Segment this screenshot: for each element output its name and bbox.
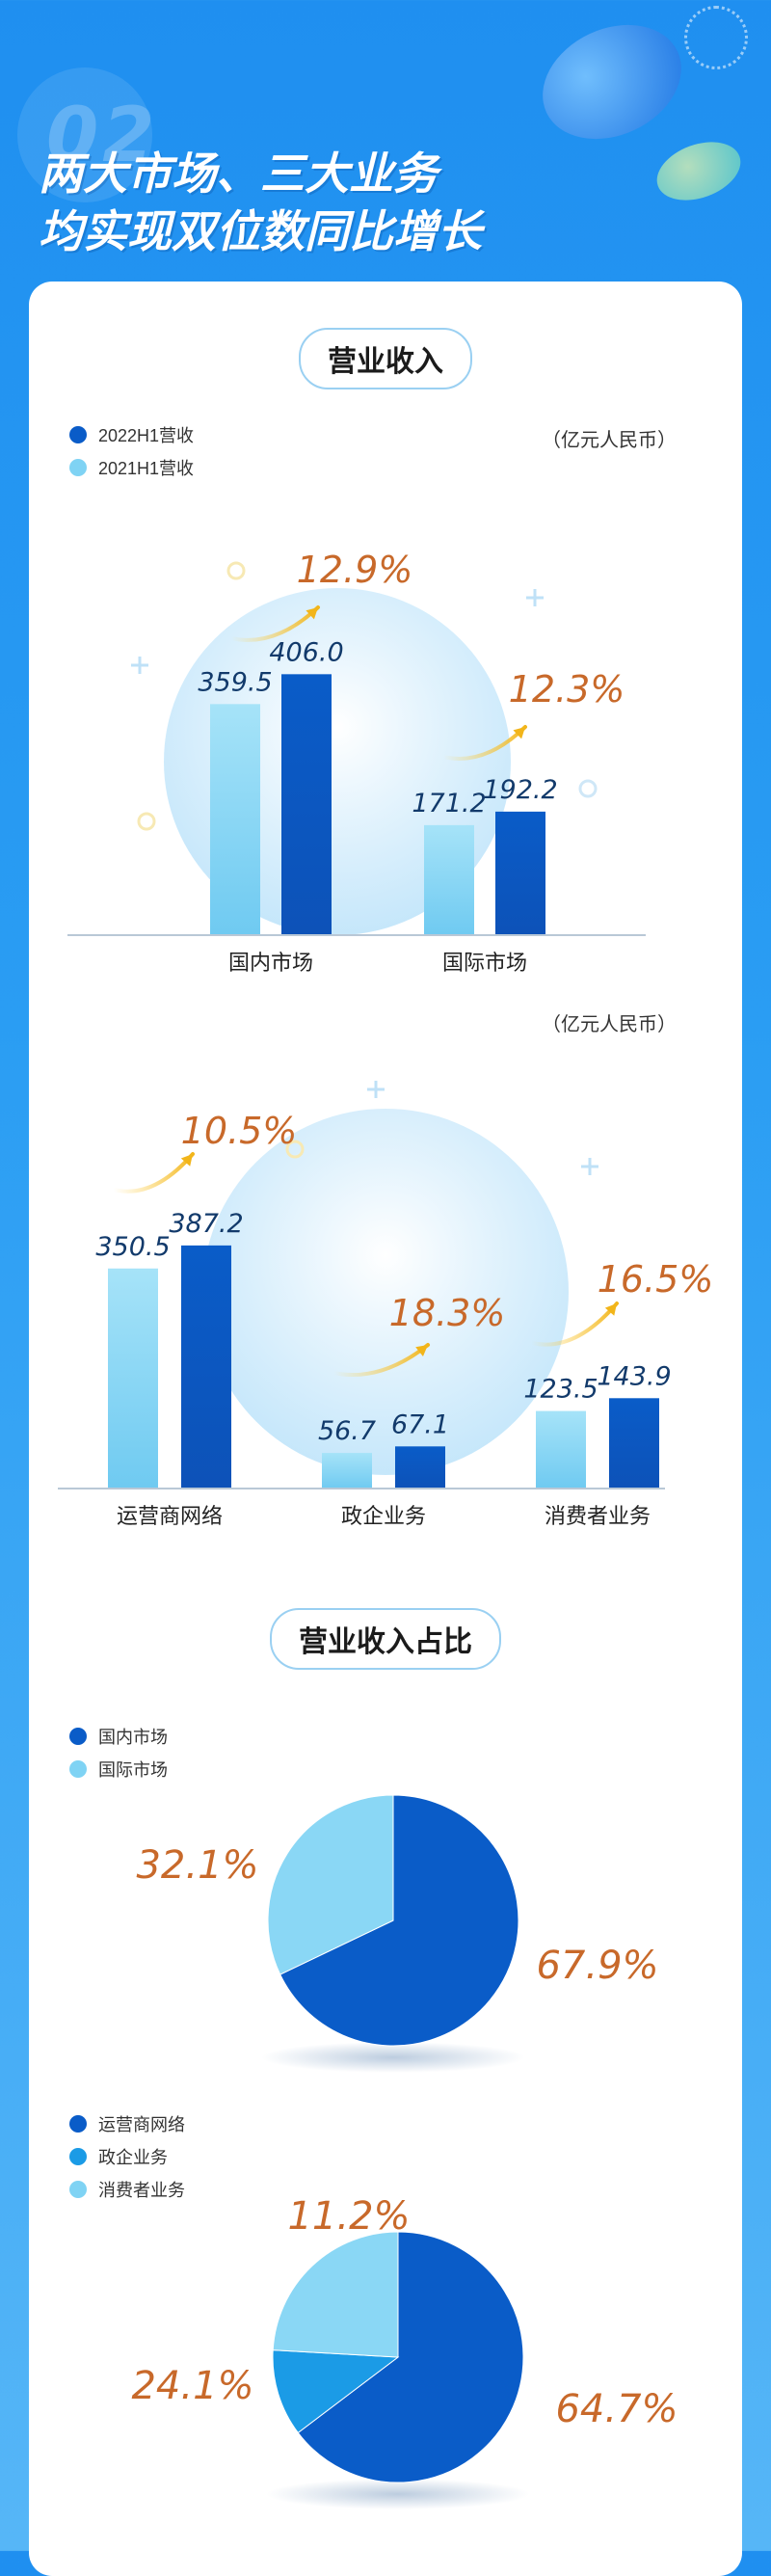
growth-label-1-1: 18.3%: [389, 1292, 506, 1334]
legend-label-international: 国际市场: [98, 1760, 168, 1780]
decor-ring: [684, 6, 748, 69]
plus-decor-icon: [526, 589, 544, 606]
legend-item-domestic: 国内市场: [69, 1720, 168, 1753]
category-label-1-2: 消费者业务: [545, 1505, 651, 1529]
legend-label-enterprise: 政企业务: [98, 2148, 168, 2167]
growth-arrow: [530, 1301, 619, 1347]
category-label-1-0: 运营商网络: [117, 1505, 223, 1529]
title-line-2: 均实现双位数同比增长: [39, 205, 482, 257]
value-label-2021-1-2: 123.5: [523, 1375, 598, 1405]
pie-slice-3-2: [272, 2231, 399, 2358]
growth-label-1-2: 16.5%: [598, 1258, 714, 1301]
growth-label-0-1: 12.3%: [509, 668, 625, 711]
growth-arrow-head: [306, 607, 318, 620]
value-label-2021-0-0: 359.5: [198, 667, 272, 697]
pie-label-2-1: 32.1%: [136, 1843, 258, 1888]
legend-item-international: 国际市场: [69, 1753, 168, 1785]
legend-swatch-domestic: [69, 1728, 87, 1745]
category-label-1-1: 政企业务: [341, 1505, 426, 1529]
bar-2022-0-1: [495, 811, 545, 935]
share-legend-1: 国内市场 国际市场: [69, 1720, 168, 1785]
pie-label-2-0: 67.9%: [536, 1944, 658, 1988]
unit-label-1: （亿元人民币）: [542, 430, 677, 451]
value-label-2022-1-1: 67.1: [391, 1409, 449, 1439]
pie-label-3-2: 24.1%: [131, 2364, 253, 2408]
legend-swatch-carrier: [69, 2115, 87, 2133]
decor-glass-left: [17, 67, 152, 202]
legend-item-2021: 2021H1营收: [69, 451, 194, 484]
pie-slice-2-0: [279, 1794, 519, 2047]
ring-decor-icon: [285, 1140, 305, 1159]
share-legend-2: 运营商网络 政企业务 消费者业务: [69, 2107, 185, 2206]
pie-label-3-0: 64.7%: [555, 2387, 678, 2431]
legend-item-enterprise: 政企业务: [69, 2140, 185, 2173]
ring-decor-icon: [226, 561, 246, 580]
growth-arrow: [332, 1343, 430, 1378]
legend-item-consumer: 消费者业务: [69, 2173, 185, 2206]
ring-decor-icon: [578, 779, 598, 798]
ring-decor-icon: [137, 812, 156, 831]
title-line-1: 两大市场、三大业务: [39, 148, 438, 200]
bar-2021-0-0: [210, 704, 260, 935]
legend-swatch-2021: [69, 459, 87, 476]
legend-swatch-international: [69, 1760, 87, 1778]
pie-shadow: [261, 2042, 525, 2073]
growth-arrow: [441, 725, 527, 761]
value-label-2021-1-0: 350.5: [95, 1232, 170, 1262]
plus-decor-icon: [131, 657, 148, 674]
bar-2022-0-0: [281, 674, 332, 935]
growth-arrow-head: [513, 727, 525, 739]
bar-2022-1-1: [395, 1446, 445, 1489]
revenue-section-title: 营业收入: [299, 328, 472, 389]
page-title: 两大市场、三大业务 均实现双位数同比增长: [39, 145, 482, 260]
legend-label-consumer: 消费者业务: [98, 2181, 185, 2200]
bar-2021-1-2: [536, 1410, 586, 1489]
value-label-2021-1-1: 56.7: [318, 1416, 376, 1446]
pie-label-3-1: 11.2%: [287, 2194, 410, 2239]
value-label-2021-0-1: 171.2: [412, 789, 486, 818]
category-label-0-0: 国内市场: [228, 952, 313, 976]
bar-2021-0-1: [424, 824, 474, 935]
value-label-2022-0-0: 406.0: [269, 637, 343, 667]
growth-label-1-0: 10.5%: [181, 1110, 298, 1152]
legend-item-carrier: 运营商网络: [69, 2107, 185, 2140]
growth-label-0-0: 12.9%: [297, 549, 413, 591]
value-label-2022-1-2: 143.9: [597, 1361, 671, 1391]
bar-2022-1-0: [181, 1245, 231, 1489]
chart-glow-backdrop: [202, 1109, 569, 1475]
bar-2021-1-1: [322, 1453, 372, 1489]
share-section-title: 营业收入占比: [270, 1608, 501, 1670]
growth-arrow: [112, 1152, 195, 1194]
legend-item-2022: 2022H1营收: [69, 418, 194, 451]
plus-decor-icon: [367, 1081, 385, 1098]
growth-arrow-head: [415, 1345, 428, 1356]
unit-label-2: （亿元人民币）: [542, 1014, 677, 1035]
revenue-legend: 2022H1营收 2021H1营收: [69, 418, 194, 484]
value-label-2022-0-1: 192.2: [483, 775, 557, 805]
pie-slice-3-1: [272, 2349, 400, 2434]
legend-label-carrier: 运营商网络: [98, 2115, 185, 2134]
legend-swatch-consumer: [69, 2181, 87, 2198]
growth-arrow: [229, 605, 320, 642]
bar-2021-1-0: [108, 1268, 158, 1489]
section-number: 02: [46, 93, 159, 179]
plus-decor-icon: [581, 1158, 598, 1175]
pie-shadow: [266, 2479, 530, 2509]
legend-label-2022: 2022H1营收: [98, 426, 195, 445]
legend-swatch-enterprise: [69, 2148, 87, 2165]
legend-label-domestic: 国内市场: [98, 1728, 168, 1747]
legend-swatch-2022: [69, 426, 87, 443]
pie-slice-3-0: [297, 2231, 524, 2483]
bar-2022-1-2: [609, 1398, 659, 1489]
growth-arrow-head: [604, 1303, 617, 1316]
value-label-2022-1-0: 387.2: [169, 1209, 243, 1239]
growth-arrow-head: [180, 1154, 193, 1167]
pie-slice-2-1: [267, 1794, 394, 1975]
category-label-0-1: 国际市场: [442, 952, 527, 976]
legend-label-2021: 2021H1营收: [98, 459, 195, 478]
